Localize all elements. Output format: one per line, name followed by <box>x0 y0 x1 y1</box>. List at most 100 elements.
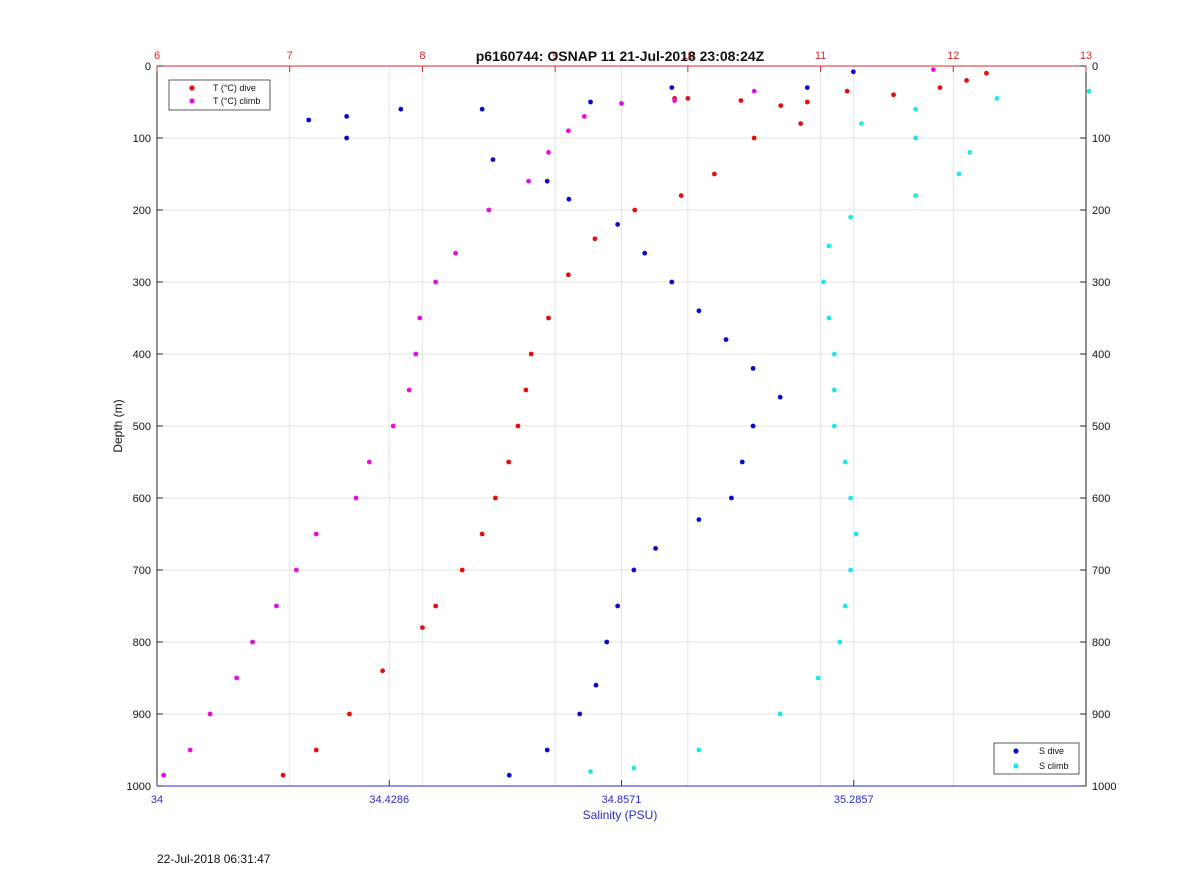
s-climb-point <box>913 106 919 112</box>
t-dive-point <box>592 236 598 242</box>
t-dive-point <box>685 96 691 101</box>
t-dive-point <box>778 103 784 108</box>
y-tick-label-right: 800 <box>1092 637 1110 649</box>
s-climb-point <box>831 423 837 429</box>
s-climb-point <box>588 769 593 774</box>
legend-temperature-box <box>168 79 271 111</box>
legend-salinity-box <box>993 742 1080 775</box>
s-dive-point <box>739 459 745 465</box>
s-dive-point <box>490 157 496 163</box>
t-climb-point <box>453 250 459 256</box>
s-climb-point <box>994 96 1000 101</box>
t-climb-point <box>313 531 319 537</box>
t-dive-point <box>751 135 757 141</box>
y-tick-label-left: 700 <box>133 565 151 577</box>
s-climb-point <box>913 135 919 141</box>
y-tick-label-left: 1000 <box>127 781 151 793</box>
y-tick-label-right: 300 <box>1092 277 1110 289</box>
t-dive-point <box>964 78 969 83</box>
y-tick-label-right: 100 <box>1092 133 1110 145</box>
t-climb-point <box>207 711 213 717</box>
y-tick-label-right: 500 <box>1092 421 1110 433</box>
y-tick-label-left: 300 <box>133 277 151 289</box>
s-dive-point <box>344 135 350 141</box>
t-dive-point <box>678 193 684 199</box>
s-dive-point <box>696 517 702 522</box>
t-climb-point <box>406 387 412 393</box>
y-tick-label-left: 900 <box>133 709 151 721</box>
legend-salinity: S dive S climb <box>993 742 1080 775</box>
legend-s-dive-marker <box>1013 748 1019 754</box>
s-climb-point <box>777 711 783 717</box>
s-dive-point <box>566 196 572 202</box>
y-tick-label-left: 400 <box>133 349 151 361</box>
s-dive-point <box>729 495 734 501</box>
t-dive-point <box>523 387 529 393</box>
top-tick-label: 9 <box>552 50 558 62</box>
s-dive-point <box>593 682 599 688</box>
t-dive-point <box>280 772 286 778</box>
y-tick-label-right: 1000 <box>1092 781 1116 793</box>
t-climb-point <box>161 772 167 778</box>
s-dive-point <box>750 366 756 371</box>
y-tick-label-right: 400 <box>1092 349 1110 361</box>
legend-s-climb-marker <box>1013 763 1019 769</box>
t-climb-point <box>433 279 439 285</box>
s-climb-point <box>831 351 837 357</box>
bottom-tick-label: 34.8571 <box>602 794 642 806</box>
y-tick-label-right: 900 <box>1092 709 1110 721</box>
s-climb-point <box>956 171 962 177</box>
t-dive-series <box>280 70 989 778</box>
s-dive-point <box>696 308 702 314</box>
s-dive-point <box>653 546 658 551</box>
legend-climb-marker <box>189 98 195 104</box>
t-dive-point <box>347 711 352 717</box>
top-tick-label: 11 <box>815 50 826 62</box>
t-dive-point <box>420 625 425 630</box>
top-tick-label: 10 <box>682 50 694 62</box>
y-tick-label-right: 0 <box>1092 61 1098 73</box>
t-dive-point <box>804 99 810 105</box>
top-tick-label: 7 <box>287 50 293 62</box>
s-dive-point <box>604 639 610 645</box>
s-dive-point <box>544 747 550 753</box>
s-dive-point <box>723 337 729 342</box>
axis-ticks: 0 0 100 100 200 200 300 300 400 400 500 500 600 600 70… <box>127 50 1117 806</box>
legend-dive-marker <box>189 85 195 91</box>
top-tick-label: 12 <box>947 50 959 62</box>
data-points <box>161 67 1092 778</box>
t-dive-point <box>493 495 498 501</box>
y-tick-label-right: 700 <box>1092 565 1110 577</box>
s-dive-point <box>669 85 675 90</box>
t-dive-point <box>712 171 717 177</box>
t-climb-point <box>417 315 423 321</box>
t-dive-point <box>506 459 512 465</box>
y-axis-label: Depth (m) <box>111 399 125 452</box>
t-climb-point <box>234 675 240 681</box>
t-climb-point <box>581 114 587 119</box>
t-dive-point <box>798 121 804 126</box>
s-climb-point <box>696 747 702 753</box>
t-dive-point <box>528 351 534 357</box>
s-dive-point <box>669 279 675 285</box>
y-tick-label-right: 600 <box>1092 493 1110 505</box>
t-dive-point <box>632 207 638 213</box>
t-climb-point <box>672 98 677 103</box>
s-climb-point <box>853 531 859 537</box>
t-dive-point <box>380 668 386 674</box>
y-tick-label-left: 800 <box>133 637 151 649</box>
chart-title: p6160744: OSNAP 11 21-Jul-2018 23:08:24Z <box>476 48 765 64</box>
bottom-tick-label: 34.4286 <box>369 794 409 806</box>
s-dive-point <box>306 117 312 123</box>
s-climb-point <box>967 150 973 155</box>
legend-s-dive-label: S dive <box>1039 746 1064 756</box>
y-tick-label-left: 200 <box>133 205 151 217</box>
x-axis-label: Salinity (PSU) <box>583 808 658 822</box>
s-climb-point <box>848 495 854 501</box>
t-climb-point <box>274 603 279 609</box>
t-climb-point <box>930 67 936 72</box>
s-dive-series <box>306 69 856 778</box>
t-dive-point <box>738 98 744 103</box>
s-dive-point <box>588 99 593 105</box>
